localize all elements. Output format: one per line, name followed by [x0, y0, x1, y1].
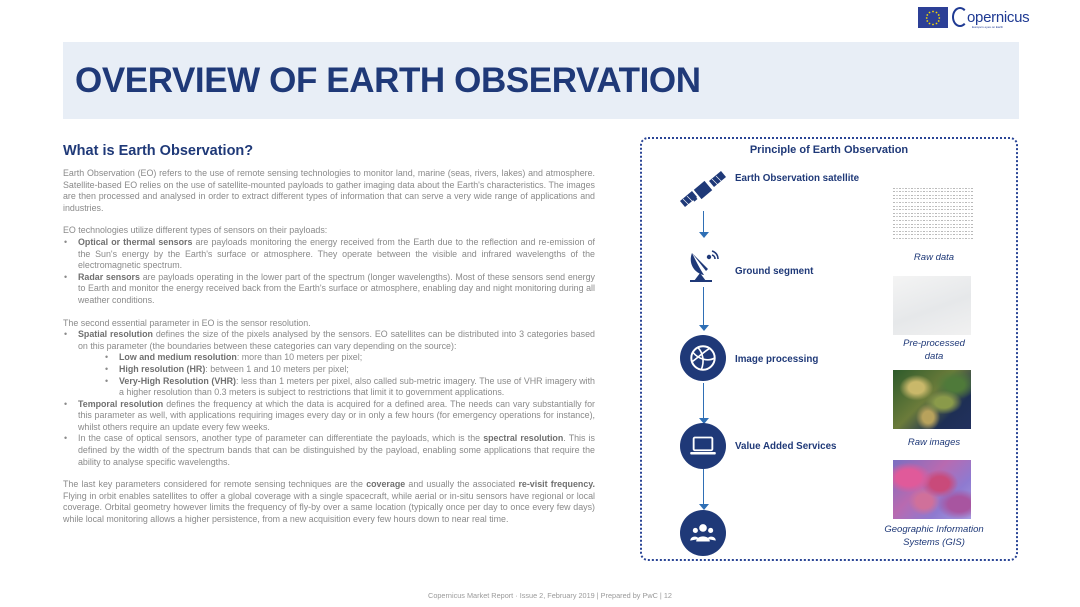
- flow-line: [703, 211, 704, 233]
- resolution-intro: The second essential parameter in EO is …: [63, 317, 311, 328]
- globe-network-icon: [690, 345, 716, 371]
- eu-stars-icon: [925, 10, 941, 25]
- sensor-item-radar: Radar sensors are payloads operating in …: [63, 272, 595, 307]
- left-column: What is Earth Observation? Earth Observa…: [63, 143, 595, 526]
- caption-raw-data: Raw data: [913, 252, 955, 263]
- footer: Copernicus Market Report · Issue 2, Febr…: [428, 591, 672, 600]
- category-item-low: Low and medium resolution: more than 10 …: [63, 352, 595, 364]
- spectral-resolution-item: In the case of optical sensors, another …: [63, 433, 595, 468]
- title-band: OVERVIEW OF EARTH OBSERVATION: [63, 42, 1019, 119]
- arrow-down-icon: [699, 418, 709, 424]
- step-label-image-processing: Image processing: [735, 354, 819, 365]
- arrow-down-icon: [699, 504, 709, 510]
- image-processing-circle: [680, 335, 726, 381]
- panel-title: Principle of Earth Observation: [749, 144, 909, 156]
- value-added-services-circle: [680, 423, 726, 469]
- raw-images-thumbnail: [893, 370, 971, 429]
- step-label-value-added-services: Value Added Services: [735, 441, 837, 452]
- flow-line: [703, 469, 704, 505]
- section-heading: What is Earth Observation?: [63, 143, 254, 159]
- caption-raw-images: Raw images: [907, 437, 961, 448]
- category-item-vhr: Very-High Resolution (VHR): less than 1 …: [63, 376, 595, 399]
- step-label-satellite: Earth Observation satellite: [735, 173, 860, 184]
- copernicus-wordmark: opernicus: [967, 9, 1030, 26]
- satellite-dish-icon: [690, 250, 719, 282]
- users-icon: [690, 524, 716, 542]
- copernicus-tagline: Europe's eyes on Earth: [972, 25, 1004, 29]
- arrow-down-icon: [699, 325, 709, 331]
- category-list: Low and medium resolution: more than 10 …: [63, 352, 595, 398]
- caption-gis: Geographic Information Systems (GIS): [884, 524, 984, 548]
- copernicus-c-mark: [952, 7, 968, 27]
- users-circle: [680, 510, 726, 556]
- sensors-intro: EO technologies utilize different types …: [63, 225, 328, 236]
- resolution-list: Spatial resolution defines the size of t…: [63, 329, 595, 468]
- temporal-resolution-item: Temporal resolution defines the frequenc…: [63, 399, 595, 434]
- copernicus-logo: opernicus Europe's eyes on Earth: [952, 5, 1030, 31]
- caption-preprocessed-data: Pre-processed data: [903, 338, 965, 362]
- laptop-icon: [690, 436, 716, 455]
- arrow-down-icon: [699, 232, 709, 238]
- gis-map-thumbnail: [893, 460, 971, 519]
- coverage-paragraph: The last key parameters considered for r…: [63, 479, 595, 525]
- page-title: OVERVIEW OF EARTH OBSERVATION: [75, 61, 701, 100]
- raw-data-text-thumbnail: [893, 185, 973, 247]
- flow-line: [703, 287, 704, 325]
- eo-principle-panel: Principle of Earth Observation Earth Obs…: [640, 137, 1018, 561]
- category-item-high: High resolution (HR): between 1 and 10 m…: [63, 364, 595, 376]
- step-label-ground-segment: Ground segment: [735, 266, 814, 277]
- preprocessed-data-thumbnail: [893, 276, 971, 335]
- sensor-list: Optical or thermal sensors are payloads …: [63, 237, 595, 307]
- sensor-item-optical: Optical or thermal sensors are payloads …: [63, 237, 595, 272]
- eu-flag-logo: [918, 7, 948, 28]
- spatial-resolution-item: Spatial resolution defines the size of t…: [63, 329, 595, 399]
- satellite-icon: [680, 171, 726, 207]
- intro-paragraph: Earth Observation (EO) refers to the use…: [63, 168, 595, 213]
- flow-line: [703, 383, 704, 419]
